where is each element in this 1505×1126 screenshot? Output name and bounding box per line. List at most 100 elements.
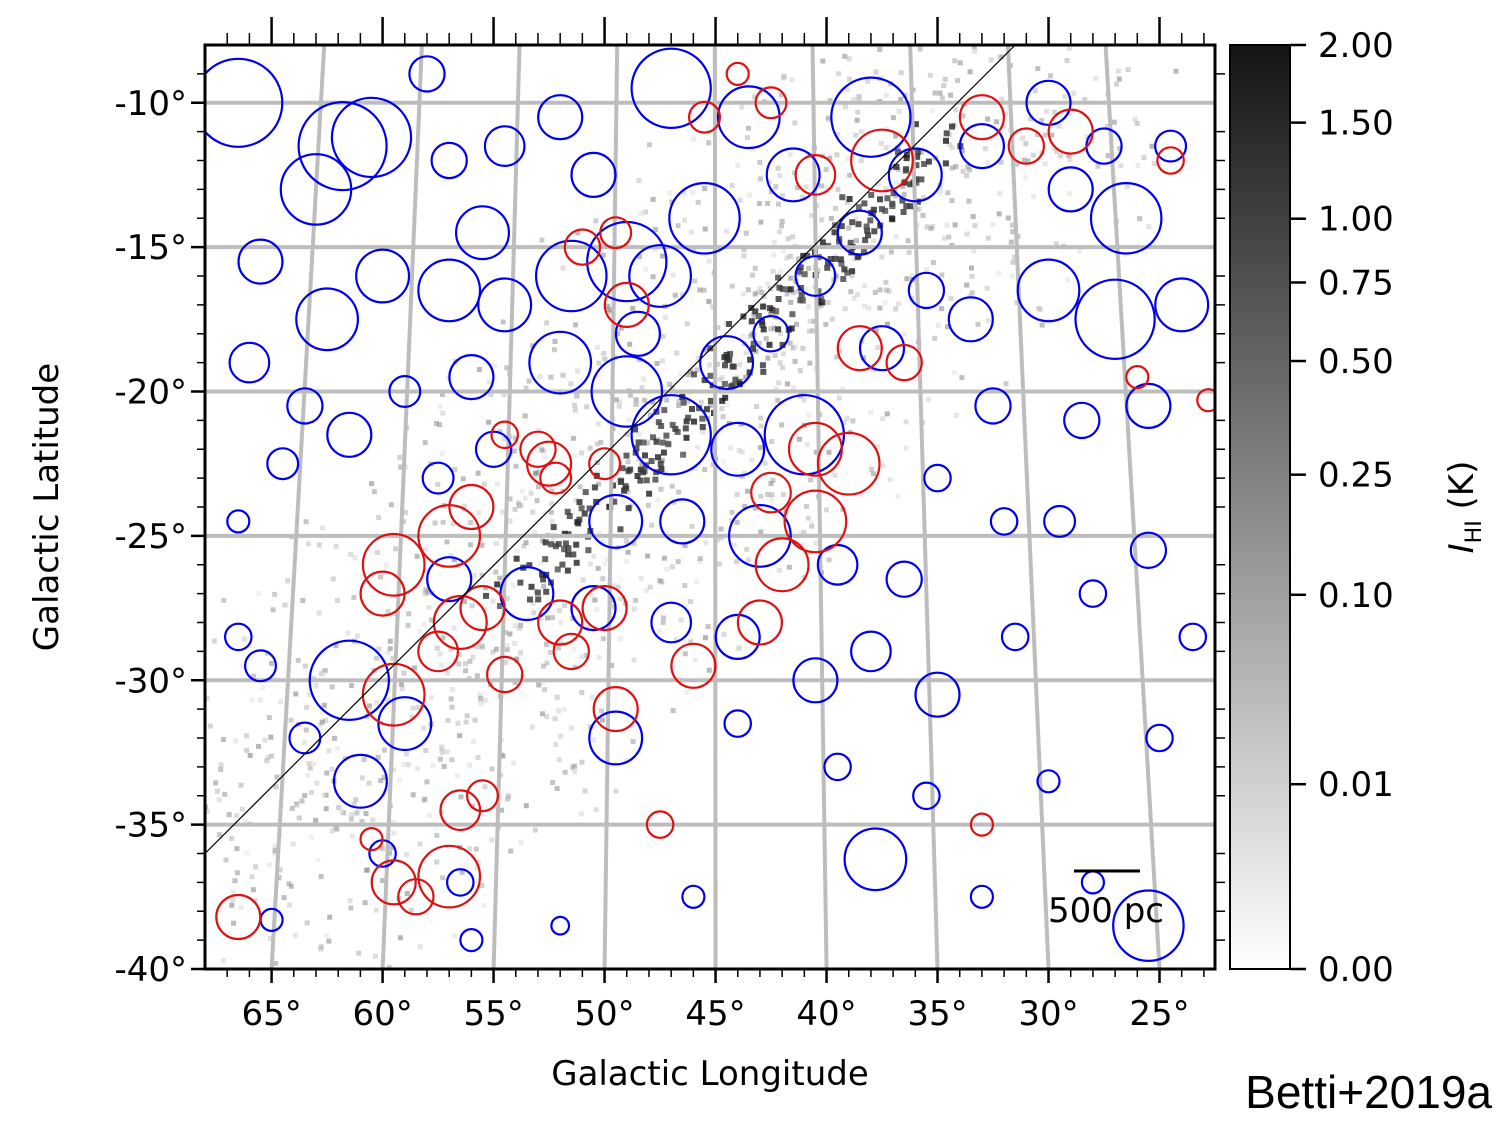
hi-emission-pixel xyxy=(455,720,461,726)
hi-emission-pixel xyxy=(752,505,758,511)
hi-emission-pixel xyxy=(323,806,329,812)
hi-emission-pixel xyxy=(960,113,966,119)
hi-emission-pixel xyxy=(697,559,703,564)
hi-emission-pixel xyxy=(306,761,312,766)
hi-emission-pixel xyxy=(595,565,601,571)
hi-emission-pixel xyxy=(653,227,658,232)
hi-emission-pixel xyxy=(478,701,484,707)
hi-emission-pixel xyxy=(398,464,404,470)
hi-emission-pixel xyxy=(613,788,619,794)
hi-filament-pixel xyxy=(819,239,826,246)
hi-emission-pixel xyxy=(523,540,529,546)
hi-emission-pixel xyxy=(836,395,842,401)
hi-emission-pixel xyxy=(295,657,301,663)
hi-emission-pixel xyxy=(659,579,665,585)
hi-emission-pixel xyxy=(647,584,653,590)
hi-emission-pixel xyxy=(479,542,485,548)
hi-emission-pixel xyxy=(244,733,249,739)
hi-emission-pixel xyxy=(541,663,546,669)
hi-emission-pixel xyxy=(924,224,930,230)
hi-emission-pixel xyxy=(982,146,988,152)
hi-emission-pixel xyxy=(1066,152,1072,158)
hi-emission-pixel xyxy=(916,206,922,212)
diagonal-reference-line xyxy=(205,45,1016,854)
hi-emission-pixel xyxy=(536,682,542,688)
hi-emission-pixel xyxy=(809,328,815,334)
hi-emission-pixel xyxy=(928,226,934,231)
hi-emission-pixel xyxy=(858,158,864,164)
source-marker xyxy=(885,343,923,382)
source-marker xyxy=(1154,129,1188,163)
hi-emission-pixel xyxy=(737,197,743,203)
source-marker xyxy=(490,420,519,450)
source-marker xyxy=(630,47,712,130)
hi-emission-pixel xyxy=(645,502,651,508)
hi-emission-pixel xyxy=(542,455,548,460)
hi-emission-pixel xyxy=(549,519,555,525)
hi-emission-pixel xyxy=(417,628,423,634)
grid-line-lon xyxy=(602,45,620,969)
source-marker xyxy=(519,430,557,468)
hi-emission-pixel xyxy=(997,190,1003,196)
hi-emission-pixel xyxy=(807,318,813,324)
hi-emission-pixel xyxy=(450,520,456,526)
hi-emission-pixel xyxy=(988,57,994,63)
hi-emission-pixel xyxy=(238,904,244,910)
hi-filament-pixel xyxy=(517,579,524,586)
hi-emission-pixel xyxy=(456,652,462,658)
hi-emission-pixel xyxy=(403,751,409,757)
hi-emission-pixel xyxy=(211,638,217,644)
hi-filament-pixel xyxy=(775,326,782,333)
hi-emission-pixel xyxy=(832,472,838,478)
hi-emission-pixel xyxy=(629,495,635,501)
hi-emission-pixel xyxy=(872,289,878,295)
hi-emission-pixel xyxy=(488,392,494,398)
hi-emission-pixel xyxy=(397,777,402,783)
hi-emission-pixel xyxy=(1051,109,1057,115)
hi-emission-pixel xyxy=(824,185,830,191)
hi-emission-pixel xyxy=(745,287,751,293)
hi-emission-pixel xyxy=(532,827,538,833)
hi-emission-pixel xyxy=(483,585,489,591)
hi-emission-pixel xyxy=(729,182,735,188)
hi-emission-pixel xyxy=(707,402,713,408)
hi-emission-pixel xyxy=(946,234,952,240)
hi-emission-pixel xyxy=(530,509,536,515)
hi-filament-pixel xyxy=(643,477,650,484)
hi-emission-pixel xyxy=(609,597,615,603)
hi-emission-pixel xyxy=(969,290,975,296)
hi-emission-pixel xyxy=(145,724,150,729)
hi-emission-pixel xyxy=(930,31,935,36)
hi-emission-pixel xyxy=(1095,163,1101,169)
hi-emission-pixel xyxy=(593,218,599,224)
hi-emission-pixel xyxy=(618,636,623,642)
hi-emission-pixel xyxy=(631,606,637,612)
hi-emission-pixel xyxy=(602,356,608,362)
hi-emission-pixel xyxy=(816,31,821,36)
hi-filament-pixel xyxy=(871,228,878,235)
source-marker xyxy=(592,685,639,733)
hi-filament-pixel xyxy=(722,394,729,401)
hi-emission-pixel xyxy=(655,497,661,503)
hi-emission-pixel xyxy=(285,578,291,584)
hi-emission-pixel xyxy=(504,643,510,648)
hi-emission-pixel xyxy=(624,431,630,437)
hi-emission-pixel xyxy=(642,397,648,403)
hi-emission-pixel xyxy=(694,367,700,373)
hi-filament-pixel xyxy=(724,356,731,363)
hi-filament-pixel xyxy=(574,519,581,526)
hi-emission-pixel xyxy=(781,248,787,254)
hi-emission-pixel xyxy=(512,506,518,512)
hi-emission-pixel xyxy=(463,668,469,674)
hi-emission-pixel xyxy=(482,784,488,790)
hi-emission-pixel xyxy=(468,520,474,525)
hi-emission-pixel xyxy=(823,167,829,173)
hi-filament-pixel xyxy=(665,441,672,448)
hi-emission-pixel xyxy=(693,657,698,663)
hi-filament-pixel xyxy=(653,438,660,445)
hi-filament-pixel xyxy=(799,297,806,304)
hi-emission-pixel xyxy=(670,708,676,714)
hi-emission-pixel xyxy=(417,841,423,847)
hi-emission-pixel xyxy=(539,447,545,453)
hi-emission-pixel xyxy=(162,785,167,790)
